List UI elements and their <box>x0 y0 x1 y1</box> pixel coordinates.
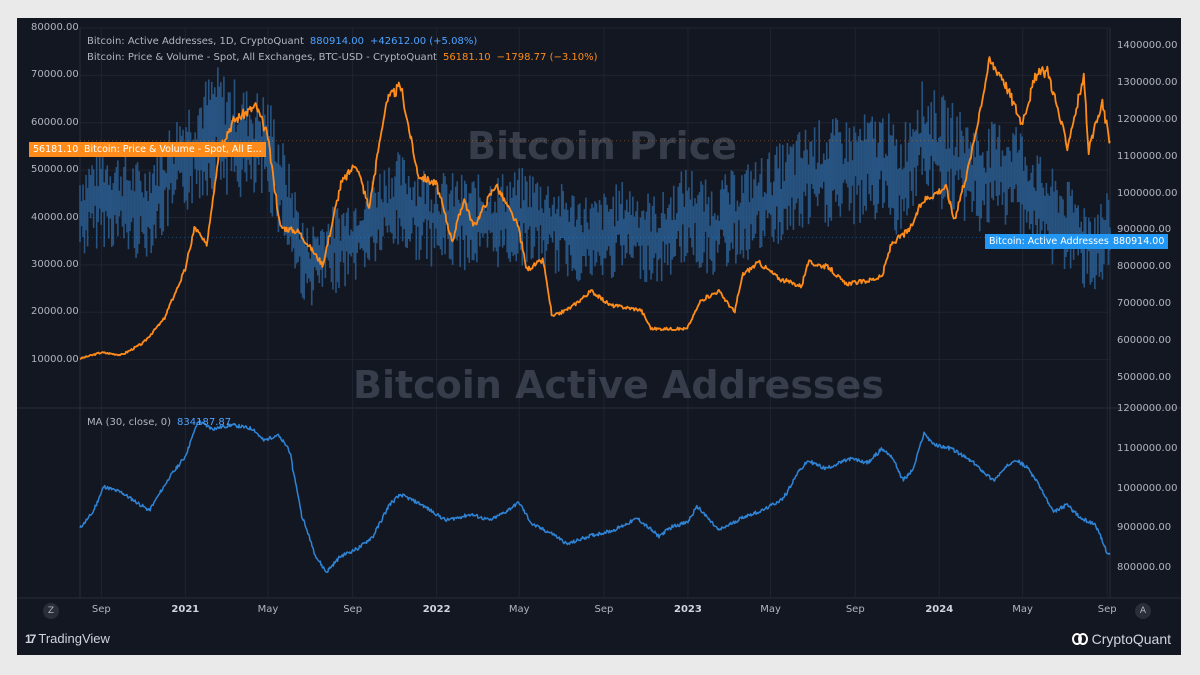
left-y-tick-label: 60000.00 <box>31 116 79 128</box>
x-tick-label: May <box>508 604 530 615</box>
x-tick-label: 2022 <box>422 604 451 615</box>
x-tick-label: May <box>760 604 781 615</box>
legend-ma-value: 834187.87 <box>177 417 232 428</box>
left-y-tick-label: 40000.00 <box>31 211 79 223</box>
cryptoquant-brand-label: CryptoQuant <box>1091 631 1171 647</box>
addresses-series-name-tag: Bitcoin: Active Addresses <box>985 234 1113 249</box>
cryptoquant-brand: CryptoQuant <box>1071 631 1171 647</box>
left-y-tick-label: 30000.00 <box>31 258 79 270</box>
legend-price-label: Bitcoin: Price & Volume - Spot, All Exch… <box>87 52 437 63</box>
x-tick-label: May <box>257 604 279 615</box>
left-y-tick-label: 70000.00 <box>31 69 79 81</box>
tradingview-logo-icon: 17 <box>25 631 36 646</box>
right-y-tick-label: 800000.00 <box>1117 261 1172 273</box>
active-addresses-series <box>79 67 1111 306</box>
right-y-tick-label: 1400000.00 <box>1117 40 1178 52</box>
addresses-last-value-tag: 880914.00 <box>1109 234 1169 249</box>
right-y-tick-label: 500000.00 <box>1117 371 1172 383</box>
auto-scale-button[interactable]: A <box>1135 603 1151 619</box>
watermark-price: Bitcoin Price <box>467 124 738 168</box>
x-tick-label: Sep <box>91 604 111 615</box>
timezone-button[interactable]: Z <box>43 603 59 619</box>
left-y-tick-label: 50000.00 <box>31 164 79 176</box>
ma-y-tick-label: 1100000.00 <box>1117 442 1178 454</box>
legend-addresses[interactable]: Bitcoin: Active Addresses, 1D, CryptoQua… <box>87 36 477 47</box>
legend-price[interactable]: Bitcoin: Price & Volume - Spot, All Exch… <box>87 52 598 63</box>
x-tick-label: 2021 <box>171 604 200 615</box>
left-y-tick-label: 10000.00 <box>31 353 79 365</box>
x-tick-label: 2023 <box>674 604 702 615</box>
left-y-tick-label: 80000.00 <box>31 22 79 33</box>
right-y-tick-label: 1300000.00 <box>1117 77 1178 89</box>
legend-addresses-change: +42612.00 (+5.08%) <box>370 36 478 47</box>
right-y-tick-label: 600000.00 <box>1117 334 1172 346</box>
legend-addresses-value: 880914.00 <box>309 36 364 47</box>
left-y-tick-label: 20000.00 <box>31 306 79 318</box>
right-y-tick-label: 1100000.00 <box>1117 150 1178 162</box>
right-y-tick-label: 900000.00 <box>1117 224 1172 236</box>
legend-price-change: −1798.77 (−3.10%) <box>496 52 598 63</box>
x-tick-label: Sep <box>343 604 363 615</box>
cryptoquant-logo-icon <box>1071 633 1088 645</box>
chart-frame: Bitcoin Price Bitcoin Active Addresses B… <box>17 18 1181 655</box>
price-last-value-tag: 56181.10 <box>29 142 83 157</box>
legend-ma-label: MA (30, close, 0) <box>87 417 172 428</box>
legend-addresses-label: Bitcoin: Active Addresses, 1D, CryptoQua… <box>87 36 304 47</box>
x-tick-label: Sep <box>845 604 865 615</box>
ma-line <box>79 419 1111 573</box>
right-y-tick-label: 1200000.00 <box>1117 113 1178 125</box>
legend-price-value: 56181.10 <box>442 52 491 63</box>
x-tick-label: Sep <box>594 604 614 615</box>
ma-y-tick-label: 1200000.00 <box>1117 403 1178 414</box>
ma-y-tick-label: 900000.00 <box>1117 522 1172 534</box>
legend-ma[interactable]: MA (30, close, 0) 834187.87 <box>87 417 231 428</box>
ma-y-tick-label: 800000.00 <box>1117 562 1172 574</box>
tradingview-brand[interactable]: 17 TradingView <box>25 631 110 646</box>
x-tick-label: 2024 <box>925 604 954 615</box>
price-series-name-tag: Bitcoin: Price & Volume - Spot, All E... <box>80 142 266 157</box>
chart-canvas[interactable] <box>17 18 1181 655</box>
price-line <box>79 56 1111 360</box>
right-y-tick-label: 1000000.00 <box>1117 187 1178 199</box>
x-tick-label: May <box>1012 604 1033 615</box>
x-tick-label: Sep <box>1097 604 1117 615</box>
watermark-addresses: Bitcoin Active Addresses <box>353 363 884 407</box>
right-y-tick-label: 700000.00 <box>1117 297 1172 309</box>
tradingview-brand-label: TradingView <box>38 631 110 646</box>
ma-y-tick-label: 1000000.00 <box>1117 482 1178 494</box>
